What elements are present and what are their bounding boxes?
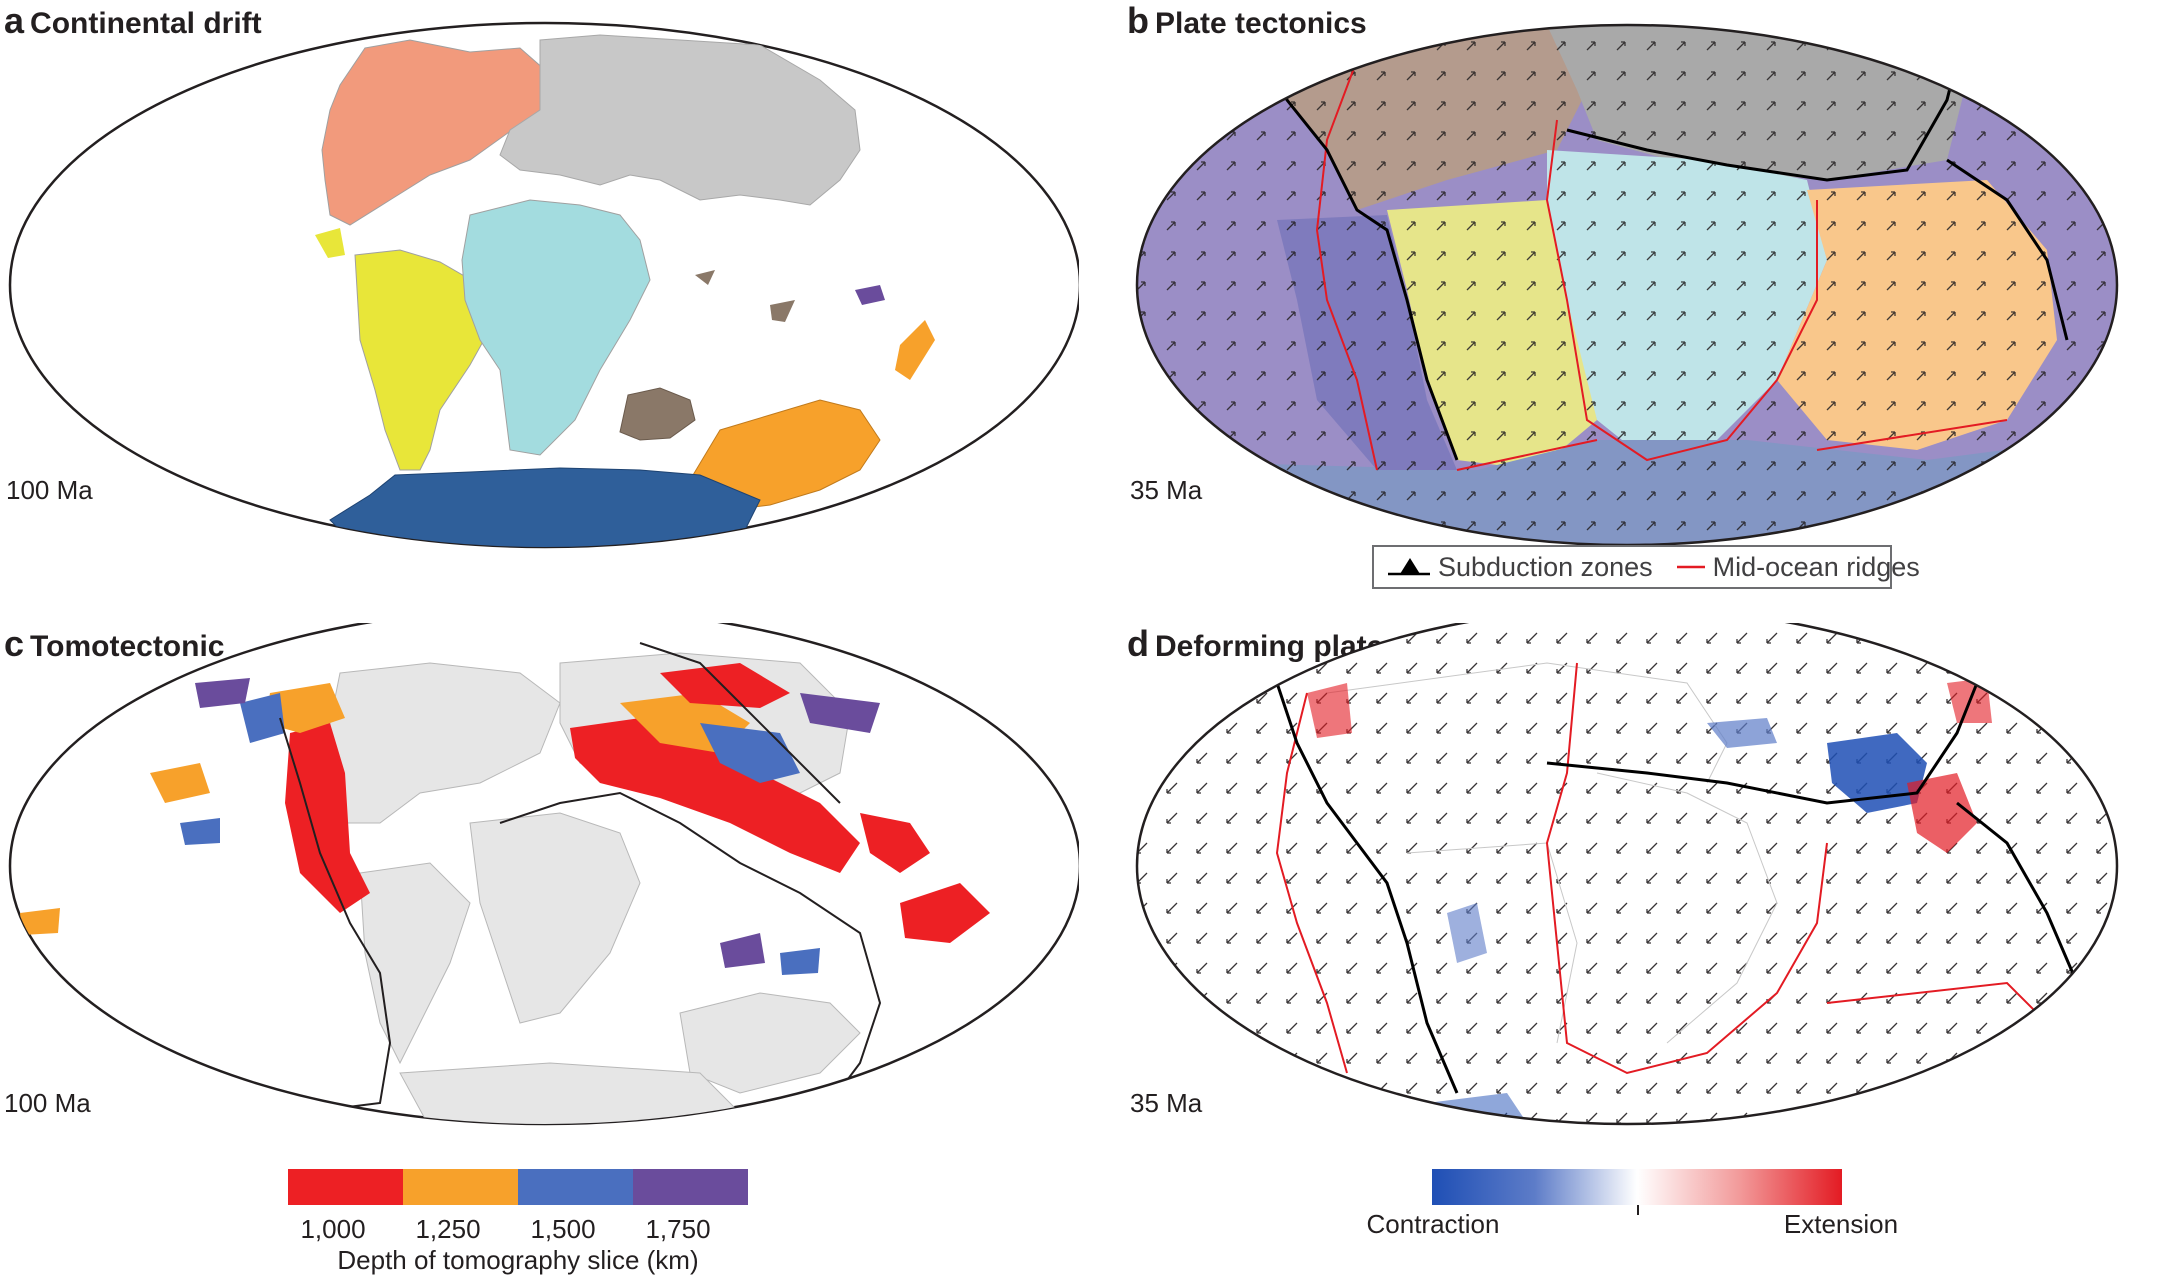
continent-outline: [399, 1062, 742, 1124]
panel-letter: b: [1127, 0, 1149, 41]
panel-title: b Plate tectonics: [1127, 0, 1367, 42]
india-landmass: [619, 387, 696, 441]
legend-label: Mid-ocean ridges: [1712, 551, 1920, 582]
panel-title: c Tomotectonic: [4, 623, 224, 665]
subduction-zone: [1275, 59, 1459, 461]
plate-tectonics-map: [1135, 23, 2119, 547]
depth-swatch: [403, 1169, 518, 1205]
depth-tick-label: 1,500: [530, 1214, 596, 1244]
depth-swatch: [633, 1169, 748, 1205]
depth-tick-label: 1,250: [415, 1214, 481, 1244]
continent-outline: [1326, 662, 1778, 1044]
mid-ocean-ridge: [1545, 119, 1818, 462]
ridge-line-icon: [1676, 565, 1705, 569]
new-zealand-fragment: [895, 320, 935, 380]
velocity-arrows: [1137, 25, 2117, 545]
strain-color-bar: [1432, 1169, 1842, 1205]
mid-ocean-ridge: [1275, 692, 1348, 1074]
depth-color-bar: [288, 1169, 748, 1205]
subduction-zone: [1566, 59, 1959, 182]
age-label: 35 Ma: [1130, 475, 1203, 505]
panel-letter: a: [4, 0, 25, 41]
legend-item-ridge: Mid-ocean ridges: [1675, 552, 1920, 583]
depth-tick-label: 1,000: [300, 1214, 366, 1244]
continental-drift-map: [8, 21, 1079, 549]
tomography-anomalies: [20, 663, 990, 975]
central-america-islet: [315, 228, 345, 258]
depth-swatch: [518, 1169, 633, 1205]
depth-swatch: [288, 1169, 403, 1205]
panel-a: a Continental drift: [0, 0, 1079, 637]
depth-legend-title: Depth of tomography slice (km): [337, 1245, 699, 1275]
map-outline: [1135, 623, 2119, 1126]
legend-item-subduction: Subduction zones: [1386, 552, 1653, 583]
panel-letter: c: [4, 623, 25, 664]
panel-c: c Tomotectonic: [0, 623, 1079, 1275]
panel-title-text: Continental drift: [30, 7, 262, 40]
panel-d: d Deforming plates: [1127, 623, 2159, 1260]
north-america-landmass: [321, 39, 546, 226]
eurasia-landmass: [499, 34, 861, 206]
strain-left-label: Contraction: [1366, 1209, 1500, 1239]
strain-right-label: Extension: [1783, 1209, 1899, 1239]
depth-tick-label: 1,750: [645, 1214, 711, 1244]
subduction-zone: [1275, 682, 1459, 1094]
antarctica-landmass: [329, 467, 761, 547]
continent-outline: [359, 862, 471, 1065]
age-label: 100 Ma: [4, 1088, 91, 1118]
africa-landmass: [461, 199, 651, 456]
strain-bar-tick: [1637, 1205, 1639, 1215]
subduction-zone: [1546, 682, 1979, 805]
small-fragment: [695, 270, 715, 285]
subduction-zone: [499, 791, 882, 1104]
deforming-plates-map: [1135, 623, 2119, 1126]
continent-outline: [469, 812, 641, 1024]
panel-title-text: Tomotectonic: [30, 630, 225, 663]
south-america-landmass: [354, 249, 496, 471]
plate-boundary-legend: Subduction zones Mid-ocean ridges: [1372, 545, 1920, 589]
panel-b: b Plate tectonics: [1127, 0, 2159, 637]
age-label: 100 Ma: [6, 475, 93, 505]
panel-letter: d: [1127, 623, 1149, 664]
mid-ocean-ridge: [1545, 662, 1828, 1075]
subduction-zone: [639, 642, 841, 804]
legend-label: Subduction zones: [1438, 551, 1653, 582]
small-fragment: [770, 300, 795, 322]
small-fragment: [855, 285, 885, 305]
subduction-zone: [1956, 801, 2079, 984]
subduction-symbol-icon: [1388, 558, 1430, 576]
tomotectonic-map: [8, 623, 1079, 1126]
age-label: 35 Ma: [1130, 1088, 1203, 1118]
mid-ocean-ridge: [1315, 59, 1378, 471]
panel-title-text: Plate tectonics: [1155, 7, 1367, 40]
panel-title: a Continental drift: [4, 0, 262, 42]
mid-ocean-ridge: [1456, 419, 2008, 471]
subduction-zone: [1946, 158, 2069, 341]
